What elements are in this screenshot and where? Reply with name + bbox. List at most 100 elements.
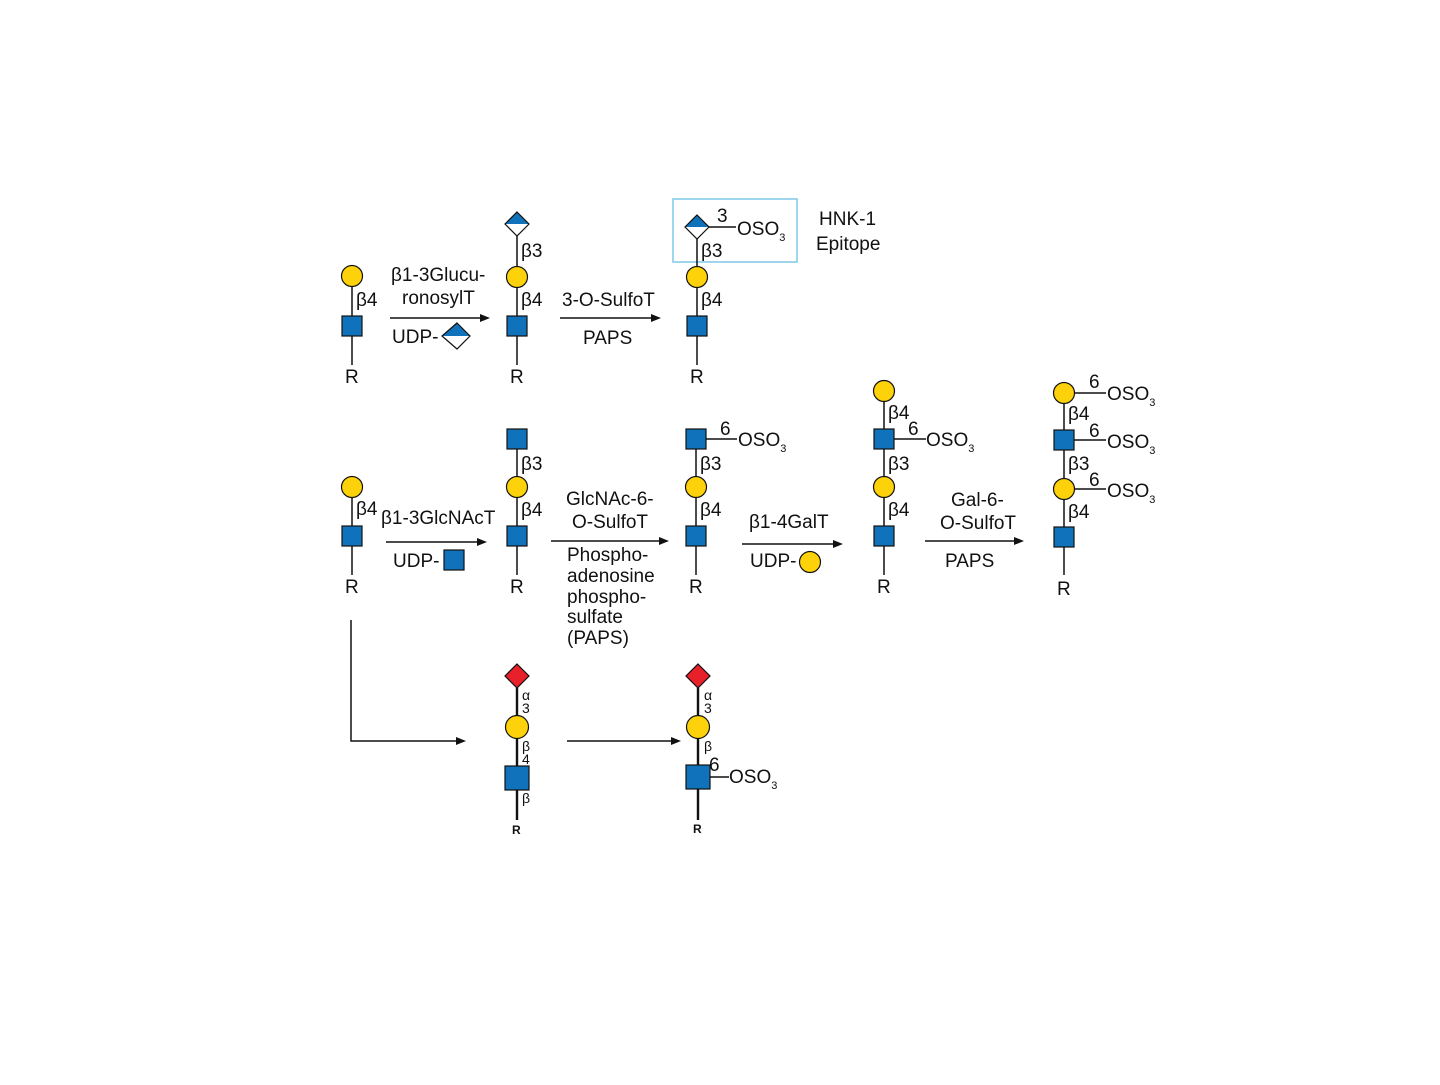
row1-reaction-1: β1-3Glucu- ronosylT UDP- — [390, 265, 490, 350]
donor-label: (PAPS) — [567, 628, 629, 649]
position-label: 6 — [1089, 421, 1100, 442]
glucuronic-acid-icon — [441, 322, 471, 350]
donor-label: UDP- — [393, 551, 439, 572]
row2-reaction-2: GlcNAc-6- O-SulfoT Phospho- adenosine ph… — [551, 489, 669, 649]
row2-structure-5: 6 OSO3 β4 6 OSO3 β3 6 OSO3 β4 R — [1052, 372, 1155, 600]
reducing-end-label: R — [690, 367, 704, 388]
glcnac-icon — [506, 428, 528, 450]
glcnac-icon — [341, 315, 363, 337]
glcnac-icon — [686, 315, 708, 337]
galactose-icon — [1052, 477, 1076, 501]
reducing-end-label: R — [510, 367, 524, 388]
sulfate-label: OSO3 — [926, 430, 974, 455]
donor-label: Phospho- — [567, 545, 648, 566]
linkage-label: β4 — [701, 290, 723, 311]
linkage-label: β4 — [356, 499, 378, 520]
glcnac-icon — [341, 525, 363, 547]
enzyme-label: O-SulfoT — [940, 513, 1016, 534]
row1-structure-3: 3 OSO3 β3 β4 R HNK-1 Epitope — [672, 198, 880, 388]
row2-structure-4: β4 6 OSO3 β3 β4 R — [872, 379, 974, 598]
galactose-icon — [340, 264, 364, 288]
linkage-label: β4 — [888, 500, 910, 521]
position-label: 3 — [717, 206, 728, 227]
reaction-arrow — [350, 620, 459, 742]
position-label: 6 — [709, 755, 720, 776]
row2-structure-2: β3 β4 R — [505, 428, 543, 598]
linkage-label: β3 — [700, 454, 722, 475]
linkage-label: β3 — [521, 454, 543, 475]
reducing-end-label: R — [512, 823, 521, 837]
linkage-label: 3 — [522, 700, 530, 716]
reducing-end-label: R — [693, 822, 702, 836]
glcnac-icon — [1053, 526, 1075, 548]
linkage-label: β4 — [521, 500, 543, 521]
linkage-label: α — [704, 687, 712, 703]
linkage-label: β — [704, 738, 712, 754]
galactose-icon — [505, 265, 529, 289]
row3-branch-arrow — [350, 620, 466, 745]
linkage-label: α — [522, 687, 530, 703]
galactose-icon — [872, 475, 896, 499]
reducing-end-label: R — [510, 577, 524, 598]
galactose-icon — [684, 475, 708, 499]
galactose-icon — [872, 379, 896, 403]
arrowhead-icon — [659, 537, 669, 545]
arrowhead-icon — [1014, 537, 1024, 545]
sialic-acid-icon — [685, 663, 711, 689]
reducing-end-label: R — [689, 577, 703, 598]
hnk1-title: HNK-1 — [819, 209, 876, 230]
arrowhead-icon — [456, 737, 466, 745]
row2-reaction-3: β1-4GalT UDP- — [742, 512, 843, 574]
glcnac-icon — [443, 549, 465, 571]
row1-reaction-2: 3-O-SulfoT PAPS — [560, 290, 661, 349]
glcnac-icon — [685, 525, 707, 547]
linkage-label: β — [522, 790, 530, 806]
galactose-icon — [340, 475, 364, 499]
sialic-acid-icon — [504, 663, 530, 689]
arrowhead-icon — [651, 314, 661, 322]
arrowhead-icon — [477, 538, 487, 546]
enzyme-label: β1-3Glucu- — [391, 265, 485, 286]
linkage-label: β4 — [700, 500, 722, 521]
linkage-label: β4 — [1068, 404, 1090, 425]
position-label: 6 — [908, 419, 919, 440]
row3-structure-2: α 3 β 6 OSO3 R — [685, 663, 777, 836]
linkage-label: β — [522, 738, 530, 754]
position-label: 6 — [1089, 372, 1100, 393]
arrowhead-icon — [833, 540, 843, 548]
enzyme-label: GlcNAc-6- — [566, 489, 654, 510]
reducing-end-label: R — [345, 367, 359, 388]
reducing-end-label: R — [1057, 579, 1071, 600]
enzyme-label: ronosylT — [402, 288, 475, 309]
position-label: 6 — [1089, 470, 1100, 491]
linkage-label: 3 — [704, 700, 712, 716]
enzyme-label: β1-4GalT — [749, 512, 829, 533]
row2-structure-1: β4 R — [340, 475, 378, 598]
hnk1-epitope-box — [672, 198, 798, 263]
galactose-icon — [504, 714, 530, 740]
sulfate-label: OSO3 — [737, 219, 785, 244]
enzyme-label: Gal-6- — [951, 490, 1004, 511]
enzyme-label: O-SulfoT — [572, 512, 648, 533]
reducing-end-label: R — [345, 577, 359, 598]
glcnac-icon — [1053, 429, 1075, 451]
galactose-icon — [685, 714, 711, 740]
arrowhead-icon — [671, 737, 681, 745]
row3-reaction — [567, 737, 681, 745]
linkage-label: β3 — [701, 241, 723, 262]
sulfate-label: OSO3 — [1107, 481, 1155, 506]
enzyme-label: β1-3GlcNAcT — [381, 508, 496, 529]
glucuronic-acid-icon — [504, 211, 530, 237]
glcnac-icon — [685, 764, 711, 790]
row1-structure-1: β4 R — [340, 264, 378, 388]
galactose-icon — [798, 550, 822, 574]
linkage-label: β4 — [1068, 502, 1090, 523]
linkage-label: β3 — [888, 454, 910, 475]
linkage-label: β4 — [888, 403, 910, 424]
donor-label: adenosine — [567, 566, 655, 587]
donor-label: UDP- — [392, 327, 438, 348]
glcnac-icon — [685, 428, 707, 450]
linkage-label: β4 — [521, 290, 543, 311]
row2-reaction-1: β1-3GlcNAcT UDP- — [381, 508, 496, 572]
